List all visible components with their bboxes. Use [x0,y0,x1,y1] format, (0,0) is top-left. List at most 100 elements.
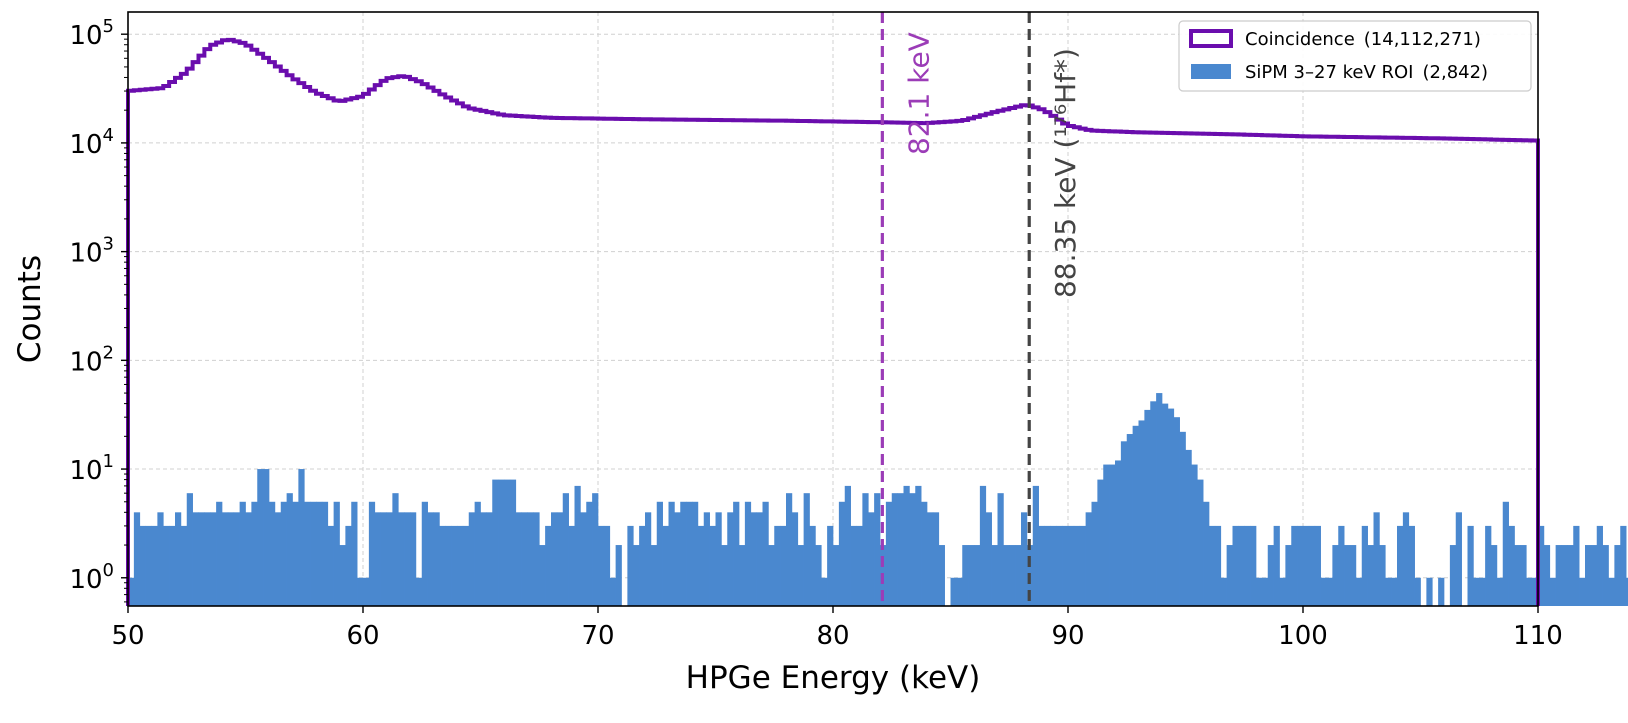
sipm-roi-bar [962,545,969,606]
legend-count-coincidence: (14,112,271) [1364,29,1481,50]
sipm-roi-bar [327,525,334,606]
sipm-roi-bar [1385,577,1392,606]
sipm-roi-bar [556,512,564,606]
sipm-roi-bar [627,525,634,606]
sipm-roi-bar [1549,577,1556,606]
sipm-roi-bar [979,485,987,606]
sipm-roi-bar [515,512,522,606]
sipm-roi-bar [1373,512,1380,606]
sipm-roi-bar [1126,434,1133,606]
sipm-roi-bar [1097,479,1104,606]
legend-swatch-sipm-roi [1191,64,1231,79]
coincidence-step-line [126,37,1540,606]
sipm-roi-bar [1573,525,1580,606]
sipm-roi-bar [1156,393,1163,606]
sipm-roi-bar [562,493,569,606]
sipm-roi-bar [1391,577,1398,606]
sipm-roi-bar [1214,525,1222,606]
sipm-roi-bar [333,501,340,606]
sipm-roi-bar [897,493,904,606]
sipm-roi-bar [932,512,940,606]
sipm-roi-bar [1103,464,1110,606]
sipm-roi-bar [1285,545,1292,606]
sipm-roi-bar [198,512,205,606]
sipm-roi-bar [615,545,622,606]
sipm-roi-bar [1426,577,1433,606]
sipm-roi-bar [739,545,746,606]
sipm-roi-bar [175,512,182,606]
sipm-roi-bar [938,545,945,606]
x-tick-label: 70 [581,621,614,651]
sipm-roi-bar [609,577,616,606]
x-tick-label: 80 [816,621,849,651]
sipm-roi-bar [1543,545,1551,606]
sipm-roi-bar [186,493,193,606]
sipm-roi-bar [686,501,693,606]
sipm-roi-bar [509,479,517,606]
sipm-roi-bar [157,512,164,606]
x-tick-label: 90 [1051,621,1084,651]
sipm-roi-bar [968,545,975,606]
sipm-roi-bar [1256,577,1263,606]
sipm-roi-bar [527,512,534,606]
legend-label-coincidence: Coincidence (14,112,271) [1245,29,1481,50]
sipm-roi-bar [1455,512,1462,606]
sipm-roi-bar [486,512,493,606]
sipm-roi-bar [874,493,881,606]
sipm-roi-bar [398,512,405,606]
sipm-roi-bar [1185,449,1192,606]
sipm-roi-bar [1056,525,1063,606]
sipm-roi-bar [1021,512,1028,606]
sipm-roi-bar [956,577,963,606]
sipm-roi-bar [1050,525,1057,606]
sipm-roi-bar [791,512,799,606]
marker-label-1: 88.35 keV (¹⁷⁶Hf*) [1049,48,1082,298]
sipm-roi-bar [468,512,475,606]
sipm-roi-bar [815,545,822,606]
sipm-roi-bar [1179,431,1186,606]
legend-label-sipm-roi: SiPM 3–27 keV ROI (2,842) [1245,62,1488,83]
y-tick-label: 103 [69,234,114,269]
sipm-roi-bar [1508,525,1515,606]
sipm-roi-bar [692,501,699,606]
sipm-roi-bar [1038,525,1045,606]
sipm-roi-bar [192,512,199,606]
sipm-roi-bar [1232,525,1239,606]
sipm-roi-bar [756,512,763,606]
sipm-roi-bar [227,512,235,606]
sipm-roi-bar [909,493,916,606]
sipm-roi-bar [210,512,217,606]
sipm-roi-bar [1150,401,1157,606]
sipm-roi-bar [1291,525,1298,606]
sipm-roi-bar [838,501,846,606]
y-tick-label: 101 [69,451,114,486]
sipm-roi-bar [351,501,358,606]
sipm-roi-bar [504,479,511,606]
x-tick-label: 60 [346,621,379,651]
sipm-roi-bar [1162,403,1169,606]
sipm-roi-bar [827,525,834,606]
sipm-roi-bar [1068,525,1075,606]
sipm-roi-bar [386,512,393,606]
sipm-roi-bar [139,525,146,606]
sipm-roi-bar [709,525,716,606]
sipm-roi-bar [1297,525,1304,606]
sipm-roi-bar [1397,525,1404,606]
sipm-roi-bar [1079,525,1086,606]
sipm-roi-bar [498,479,505,606]
sipm-roi-bar [1614,545,1621,606]
sipm-roi-bar [727,512,734,606]
sipm-roi-bar [1344,545,1351,606]
sipm-roi-bar [545,525,552,606]
sipm-roi-bar [1626,577,1628,606]
sipm-roi-bar [697,525,705,606]
sipm-roi-bar [639,525,646,606]
sipm-roi-bar [850,525,857,606]
sipm-roi-bar [421,501,428,606]
sipm-roi-bar [1261,577,1269,606]
sipm-roi-bar [721,545,728,606]
sipm-roi-bar [580,512,587,606]
sipm-roi-bar [1367,545,1374,606]
sipm-roi-bar [1144,409,1151,606]
sipm-roi-bar [868,512,875,606]
